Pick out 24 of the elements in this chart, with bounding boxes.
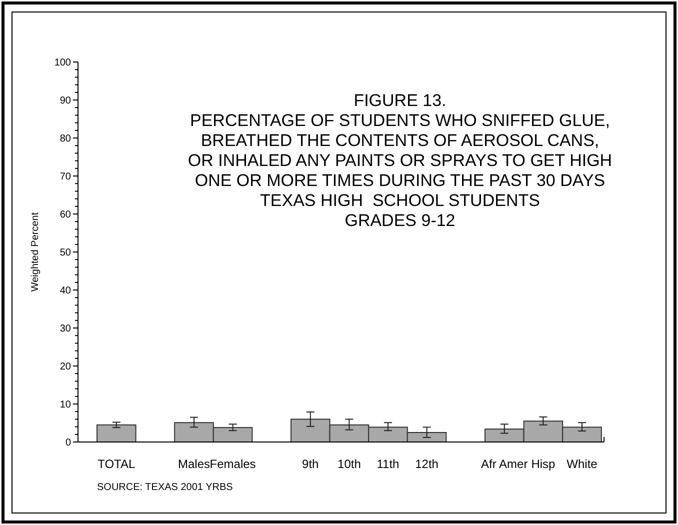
x-tick-label: Males: [178, 457, 210, 471]
y-tick-label: 10: [60, 400, 72, 410]
x-tick-label: Females: [210, 457, 256, 471]
x-tick-label: 11th: [376, 457, 400, 471]
y-tick-label: 30: [60, 324, 72, 334]
x-tick-label: 10th: [338, 457, 361, 471]
y-tick-label: 60: [60, 210, 72, 220]
y-tick-label: 0: [65, 438, 72, 448]
y-axis-title: Weighted Percent: [30, 212, 41, 292]
y-tick-label: 80: [60, 134, 72, 144]
x-tick-label: Hisp: [531, 457, 556, 471]
x-tick-label: Afr Amer: [481, 457, 528, 471]
x-tick-label: White: [566, 457, 598, 471]
x-tick-label: TOTAL: [98, 457, 136, 471]
x-tick-label: 12th: [415, 457, 438, 471]
y-tick-label: 20: [60, 362, 72, 372]
y-tick-label: 100: [54, 58, 72, 68]
text: FIGURE 13. PERCENTAGE OF STUDENTS WHO SNIFFED GLUE, BREATHED THE CONTENTS OF AEROSOL CANS, OR INHALED ANY PAINTS OR SPRAYS TO GET HIGH ONE OR MORE TIMES DURING THE PAST 30 DAYS TEXAS HIGH SCHOOL STUDENTS GRADES 9-12: [188, 91, 612, 230]
y-tick-label: 70: [60, 172, 72, 182]
y-tick-label: 90: [60, 96, 72, 106]
source-note: SOURCE: TEXAS 2001 YRBS: [97, 482, 234, 493]
y-tick-label: 50: [60, 248, 72, 258]
y-tick-label: 40: [60, 286, 72, 296]
x-tick-label: 9th: [302, 457, 319, 471]
